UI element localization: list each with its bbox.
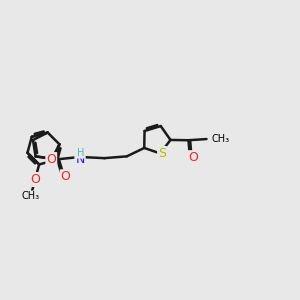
Text: N: N bbox=[75, 153, 85, 166]
Text: H: H bbox=[76, 148, 84, 158]
Text: O: O bbox=[61, 170, 70, 183]
Text: CH₃: CH₃ bbox=[212, 134, 230, 144]
Text: S: S bbox=[158, 147, 166, 160]
Text: O: O bbox=[46, 153, 56, 166]
Text: CH₃: CH₃ bbox=[22, 191, 40, 201]
Text: O: O bbox=[188, 151, 198, 164]
Text: O: O bbox=[30, 173, 40, 186]
